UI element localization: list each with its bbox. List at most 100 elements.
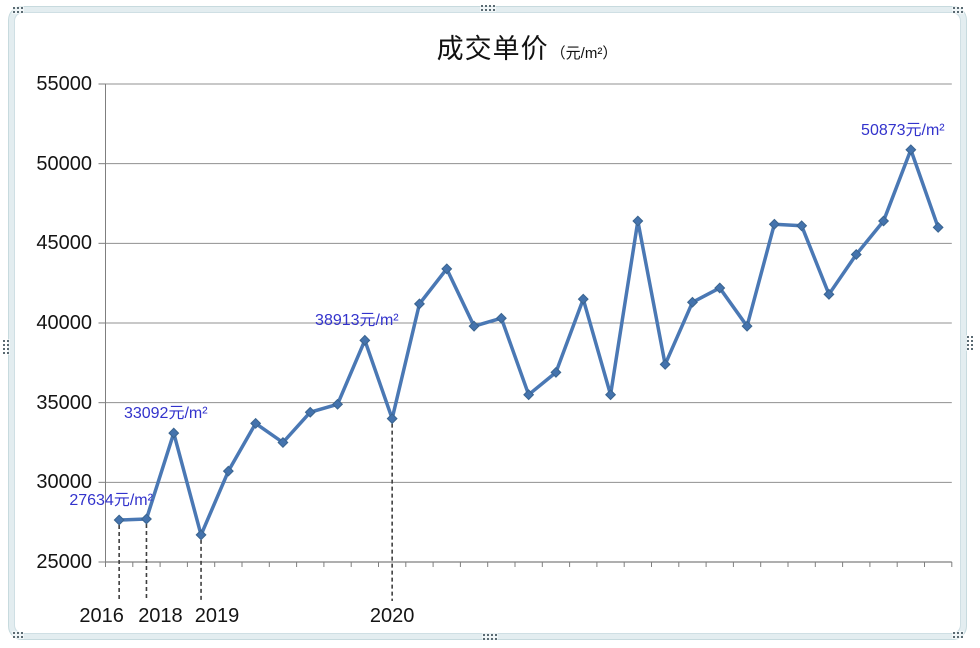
resize-handle-bottom-right[interactable] (953, 632, 963, 638)
data-point-marker (905, 144, 917, 156)
data-point-marker (113, 514, 125, 526)
resize-handle-left-middle[interactable] (3, 340, 9, 354)
data-point-marker (468, 320, 480, 332)
data-point-marker (250, 417, 262, 429)
data-point-marker (796, 220, 808, 232)
handle-dot (967, 336, 969, 338)
data-point-marker (195, 529, 207, 541)
resize-handle-top-right[interactable] (953, 7, 963, 13)
handle-dot (483, 638, 485, 640)
data-point-marker (359, 334, 371, 346)
handle-dot (953, 632, 955, 634)
handle-dot (17, 7, 19, 9)
handle-dot (3, 344, 5, 346)
handle-dot (967, 344, 969, 346)
data-point-marker (878, 215, 890, 227)
handle-dot (17, 636, 19, 638)
handle-dot (961, 636, 963, 638)
handle-dot (489, 9, 491, 11)
handle-dot (971, 348, 973, 350)
handle-dot (3, 348, 5, 350)
handle-dot (957, 11, 959, 13)
handle-dot (17, 11, 19, 13)
data-point-marker (577, 293, 589, 305)
handle-dot (961, 11, 963, 13)
data-point-marker (386, 413, 398, 425)
handle-dot (13, 7, 15, 9)
data-point-marker (550, 366, 562, 378)
handle-dot (971, 340, 973, 342)
handle-dot (13, 11, 15, 13)
handle-dot (957, 636, 959, 638)
handle-dot (491, 634, 493, 636)
resize-handle-bottom-middle[interactable] (483, 634, 497, 640)
handle-dot (487, 634, 489, 636)
handle-dot (495, 638, 497, 640)
handle-dot (21, 11, 23, 13)
data-point-marker (768, 218, 780, 230)
data-point-marker (168, 427, 180, 439)
handle-dot (21, 636, 23, 638)
handle-dot (957, 7, 959, 9)
handle-dot (485, 9, 487, 11)
data-point-marker (686, 296, 698, 308)
resize-handle-bottom-left[interactable] (13, 632, 23, 638)
chart-title: 成交单价 （元/m²） (437, 27, 618, 66)
handle-dot (3, 340, 5, 342)
handle-dot (971, 344, 973, 346)
resize-handle-right-middle[interactable] (967, 336, 973, 350)
handle-dot (481, 5, 483, 7)
handle-dot (17, 632, 19, 634)
handle-dot (13, 632, 15, 634)
data-point-marker (823, 288, 835, 300)
handle-dot (481, 9, 483, 11)
handle-dot (489, 5, 491, 7)
handle-dot (487, 638, 489, 640)
handle-dot (7, 344, 9, 346)
handle-dot (485, 5, 487, 7)
data-point-marker (441, 263, 453, 275)
data-point-marker (495, 312, 507, 324)
handle-dot (967, 348, 969, 350)
data-point-marker (277, 436, 289, 449)
data-point-marker (659, 358, 671, 370)
handle-dot (7, 348, 9, 350)
data-point-marker (741, 320, 753, 332)
chart-title-unit: （元/m²） (550, 45, 618, 62)
handle-dot (7, 352, 9, 354)
handle-dot (493, 5, 495, 7)
handle-dot (953, 11, 955, 13)
handle-dot (493, 9, 495, 11)
data-point-marker (632, 215, 644, 227)
handle-dot (961, 7, 963, 9)
resize-handle-top-middle[interactable] (481, 5, 495, 11)
data-point-marker (523, 389, 535, 401)
handle-dot (7, 340, 9, 342)
data-point-marker (332, 398, 344, 410)
handle-dot (3, 352, 5, 354)
data-point-marker (140, 513, 152, 525)
handle-dot (483, 634, 485, 636)
handle-dot (961, 632, 963, 634)
handle-dot (491, 638, 493, 640)
resize-handle-top-left[interactable] (13, 7, 23, 13)
handle-dot (21, 632, 23, 634)
handle-dot (953, 7, 955, 9)
data-point-marker (605, 389, 617, 401)
chart-title-text: 成交单价 (436, 34, 549, 64)
handle-dot (957, 632, 959, 634)
data-point-marker (850, 248, 862, 260)
handle-dot (21, 7, 23, 9)
handle-dot (967, 340, 969, 342)
data-point-marker (413, 298, 425, 310)
handle-dot (13, 636, 15, 638)
handle-dot (971, 336, 973, 338)
data-point-marker (932, 221, 944, 233)
handle-dot (953, 636, 955, 638)
data-point-marker (222, 465, 234, 477)
data-point-marker (714, 282, 726, 294)
data-point-marker (304, 406, 316, 418)
price-line (117, 148, 940, 537)
